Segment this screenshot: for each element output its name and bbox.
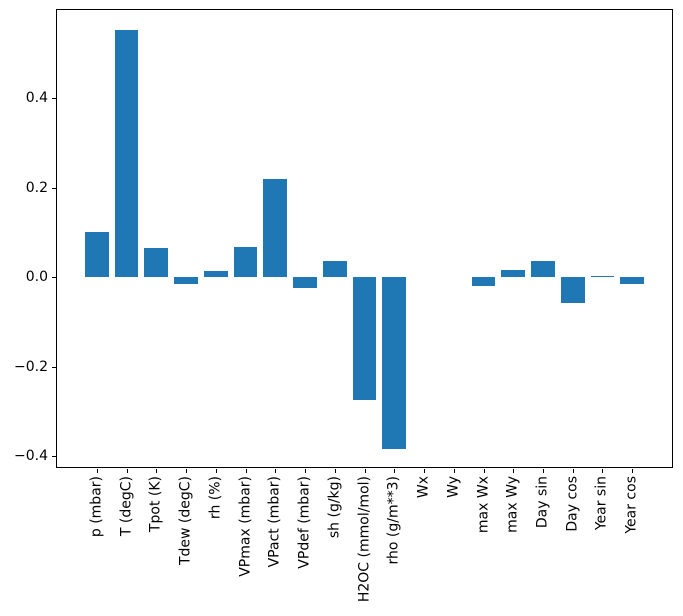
- bar-year-cos: [620, 277, 645, 284]
- bar-day-cos: [560, 277, 585, 303]
- x-tick: [513, 469, 515, 473]
- y-tick-label: 0.2: [25, 179, 48, 196]
- x-tick: [572, 469, 574, 473]
- bar-tpot-k: [144, 248, 169, 278]
- x-tick: [215, 469, 217, 473]
- x-tick: [394, 469, 396, 473]
- x-tick-label-sh-g-kg: sh (g/kg): [326, 476, 343, 539]
- bar-vpmax-mbar: [233, 246, 258, 277]
- bar-rh: [203, 271, 228, 277]
- bar-max-wy: [501, 269, 526, 278]
- x-tick: [424, 469, 425, 473]
- x-tick-label-max-wy: max Wy: [504, 476, 521, 533]
- x-tick-label-h2oc-mmol-mol: H2OC (mmol/mol): [356, 476, 372, 603]
- x-tick: [305, 469, 306, 473]
- y-tick-label: −0.2: [14, 358, 48, 375]
- bar-rho-g-m-3: [382, 277, 407, 450]
- y-tick-label: 0.0: [25, 269, 48, 286]
- bar-t-degc: [114, 29, 139, 278]
- x-tick-label-tpot-k: Tpot (K): [147, 476, 164, 533]
- x-tick: [186, 469, 188, 473]
- x-tick-label-rho-g-m-3: rho (g/m**3): [385, 476, 402, 565]
- x-tick: [453, 469, 455, 473]
- x-tick-label-day-cos: Day cos: [564, 476, 581, 532]
- x-tick: [602, 469, 604, 473]
- x-tick-label-year-cos: Year cos: [623, 476, 640, 534]
- x-tick: [275, 469, 277, 473]
- bar-max-wx: [471, 277, 496, 287]
- bar-vpdef-mbar: [293, 277, 317, 289]
- x-tick-label-year-sin: Year sin: [593, 476, 610, 531]
- bar-tdew-degc: [174, 277, 198, 285]
- x-tick-label-wy: Wy: [445, 476, 462, 498]
- x-tick: [632, 469, 634, 473]
- y-tick: [52, 187, 56, 189]
- x-tick-label-wx: Wx: [415, 476, 432, 499]
- x-tick-label-day-sin: Day sin: [534, 476, 551, 529]
- bar-h2oc-mmol-mol: [352, 277, 377, 401]
- y-tick-label: −0.4: [14, 448, 48, 465]
- bar-p-mbar: [85, 232, 109, 278]
- x-tick-label-rh: rh (%): [207, 476, 224, 520]
- x-tick: [542, 469, 544, 473]
- y-tick: [52, 456, 56, 458]
- x-tick-label-vpdef-mbar: VPdef (mbar): [296, 476, 313, 569]
- y-tick: [52, 98, 56, 99]
- x-tick-label-tdew-degc: Tdew (degC): [177, 476, 194, 566]
- y-tick: [52, 366, 56, 368]
- bar-vpact-mbar: [263, 178, 288, 278]
- x-tick: [126, 469, 128, 473]
- x-tick: [245, 469, 247, 473]
- x-tick: [483, 469, 485, 473]
- x-tick: [364, 469, 366, 473]
- x-tick: [334, 469, 336, 473]
- x-tick-label-max-wx: max Wx: [475, 476, 491, 534]
- bar-year-sin: [590, 276, 615, 278]
- bar-day-sin: [531, 260, 555, 278]
- x-tick-label-vpmax-mbar: VPmax (mbar): [237, 476, 253, 577]
- x-tick-label-p-mbar: p (mbar): [88, 476, 105, 538]
- x-tick: [156, 469, 158, 473]
- y-tick: [52, 277, 56, 279]
- y-tick-label: 0.4: [25, 90, 48, 106]
- bar-sh-g-kg: [322, 260, 347, 277]
- x-tick: [96, 469, 98, 473]
- x-tick-label-vpact-mbar: VPact (mbar): [266, 476, 283, 568]
- x-tick-label-t-degc: T (degC): [118, 476, 135, 537]
